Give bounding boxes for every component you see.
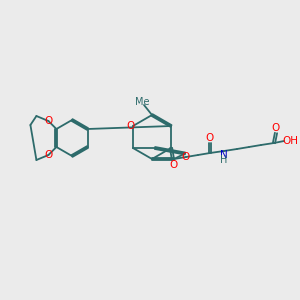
Text: O: O	[44, 116, 52, 126]
Text: O: O	[272, 123, 280, 133]
Text: O: O	[44, 150, 52, 160]
Text: O: O	[206, 133, 214, 143]
Text: OH: OH	[282, 136, 298, 146]
Text: Me: Me	[135, 97, 149, 107]
Text: N: N	[220, 150, 228, 160]
Text: H: H	[220, 155, 228, 165]
Text: O: O	[182, 152, 190, 162]
Text: O: O	[127, 121, 135, 131]
Text: O: O	[169, 160, 177, 170]
